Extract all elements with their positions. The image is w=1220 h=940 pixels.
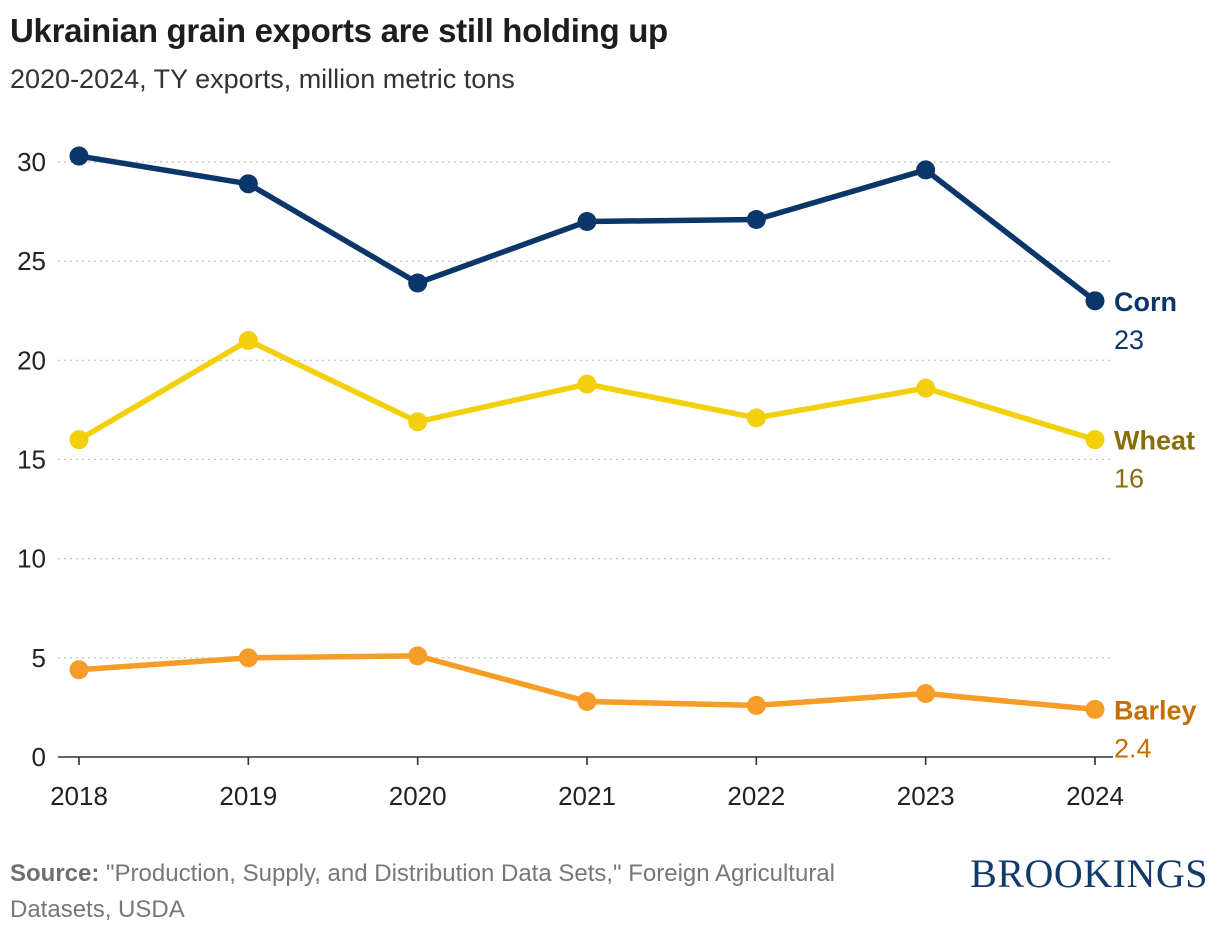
y-tick-label: 10 [17, 544, 46, 574]
series-layer [69, 146, 1105, 719]
wheat-point [69, 430, 89, 450]
brookings-logo: BROOKINGS [970, 851, 1208, 896]
corn-point [577, 212, 597, 231]
corn-point [916, 160, 936, 180]
barley-value-label: 2.4 [1114, 733, 1152, 763]
source-label: Source: [10, 860, 100, 887]
corn-point [1085, 291, 1105, 311]
wheat-point [408, 412, 428, 432]
y-tick-label: 25 [17, 246, 46, 276]
corn-point [238, 174, 258, 194]
y-tick-label: 30 [17, 147, 46, 177]
x-tick-label: 2023 [897, 781, 955, 811]
wheat-point [916, 378, 936, 398]
source-note: Source: "Production, Supply, and Distrib… [10, 856, 870, 928]
wheat-point [238, 331, 258, 350]
chart-subtitle: 2020-2024, TY exports, million metric to… [10, 64, 515, 94]
barley-point [408, 646, 428, 666]
barley-point [69, 660, 89, 680]
corn-series-label: Corn [1114, 287, 1177, 317]
y-tick-label: 5 [32, 643, 46, 673]
wheat-value-label: 16 [1114, 464, 1144, 494]
x-tick-label: 2018 [50, 781, 108, 811]
x-tick-label: 2020 [389, 781, 447, 811]
x-tick-label: 2022 [727, 781, 785, 811]
grid-layer [58, 161, 1113, 659]
axis-layer: 0 5 10 15 20 25 30 2018 2019 2020 2021 2022 2023 2024 [17, 147, 1124, 811]
barley-point [746, 695, 766, 715]
x-tick-label: 2021 [558, 781, 616, 811]
wheat-point [1085, 430, 1105, 450]
y-tick-label: 20 [17, 345, 46, 375]
barley-point [1085, 699, 1105, 719]
barley-point [238, 648, 258, 668]
corn-point [746, 210, 766, 230]
wheat-series-label: Wheat [1114, 426, 1195, 456]
wheat-point [746, 408, 766, 428]
corn-point [69, 146, 89, 166]
x-tick-label: 2019 [219, 781, 277, 811]
barley-point [577, 691, 597, 711]
source-text: "Production, Supply, and Distribution Da… [10, 860, 835, 923]
chart-title: Ukrainian grain exports are still holdin… [10, 12, 668, 49]
corn-point [408, 273, 428, 293]
y-tick-label: 15 [17, 445, 46, 475]
corn-value-label: 23 [1114, 325, 1144, 355]
barley-point [916, 684, 936, 704]
y-tick-label: 0 [32, 742, 46, 772]
x-tick-label: 2024 [1066, 781, 1124, 811]
barley-series-label: Barley [1114, 695, 1197, 725]
label-layer: Corn 23 Wheat 16 Barley 2.4 [1114, 287, 1197, 764]
wheat-point [577, 374, 597, 394]
